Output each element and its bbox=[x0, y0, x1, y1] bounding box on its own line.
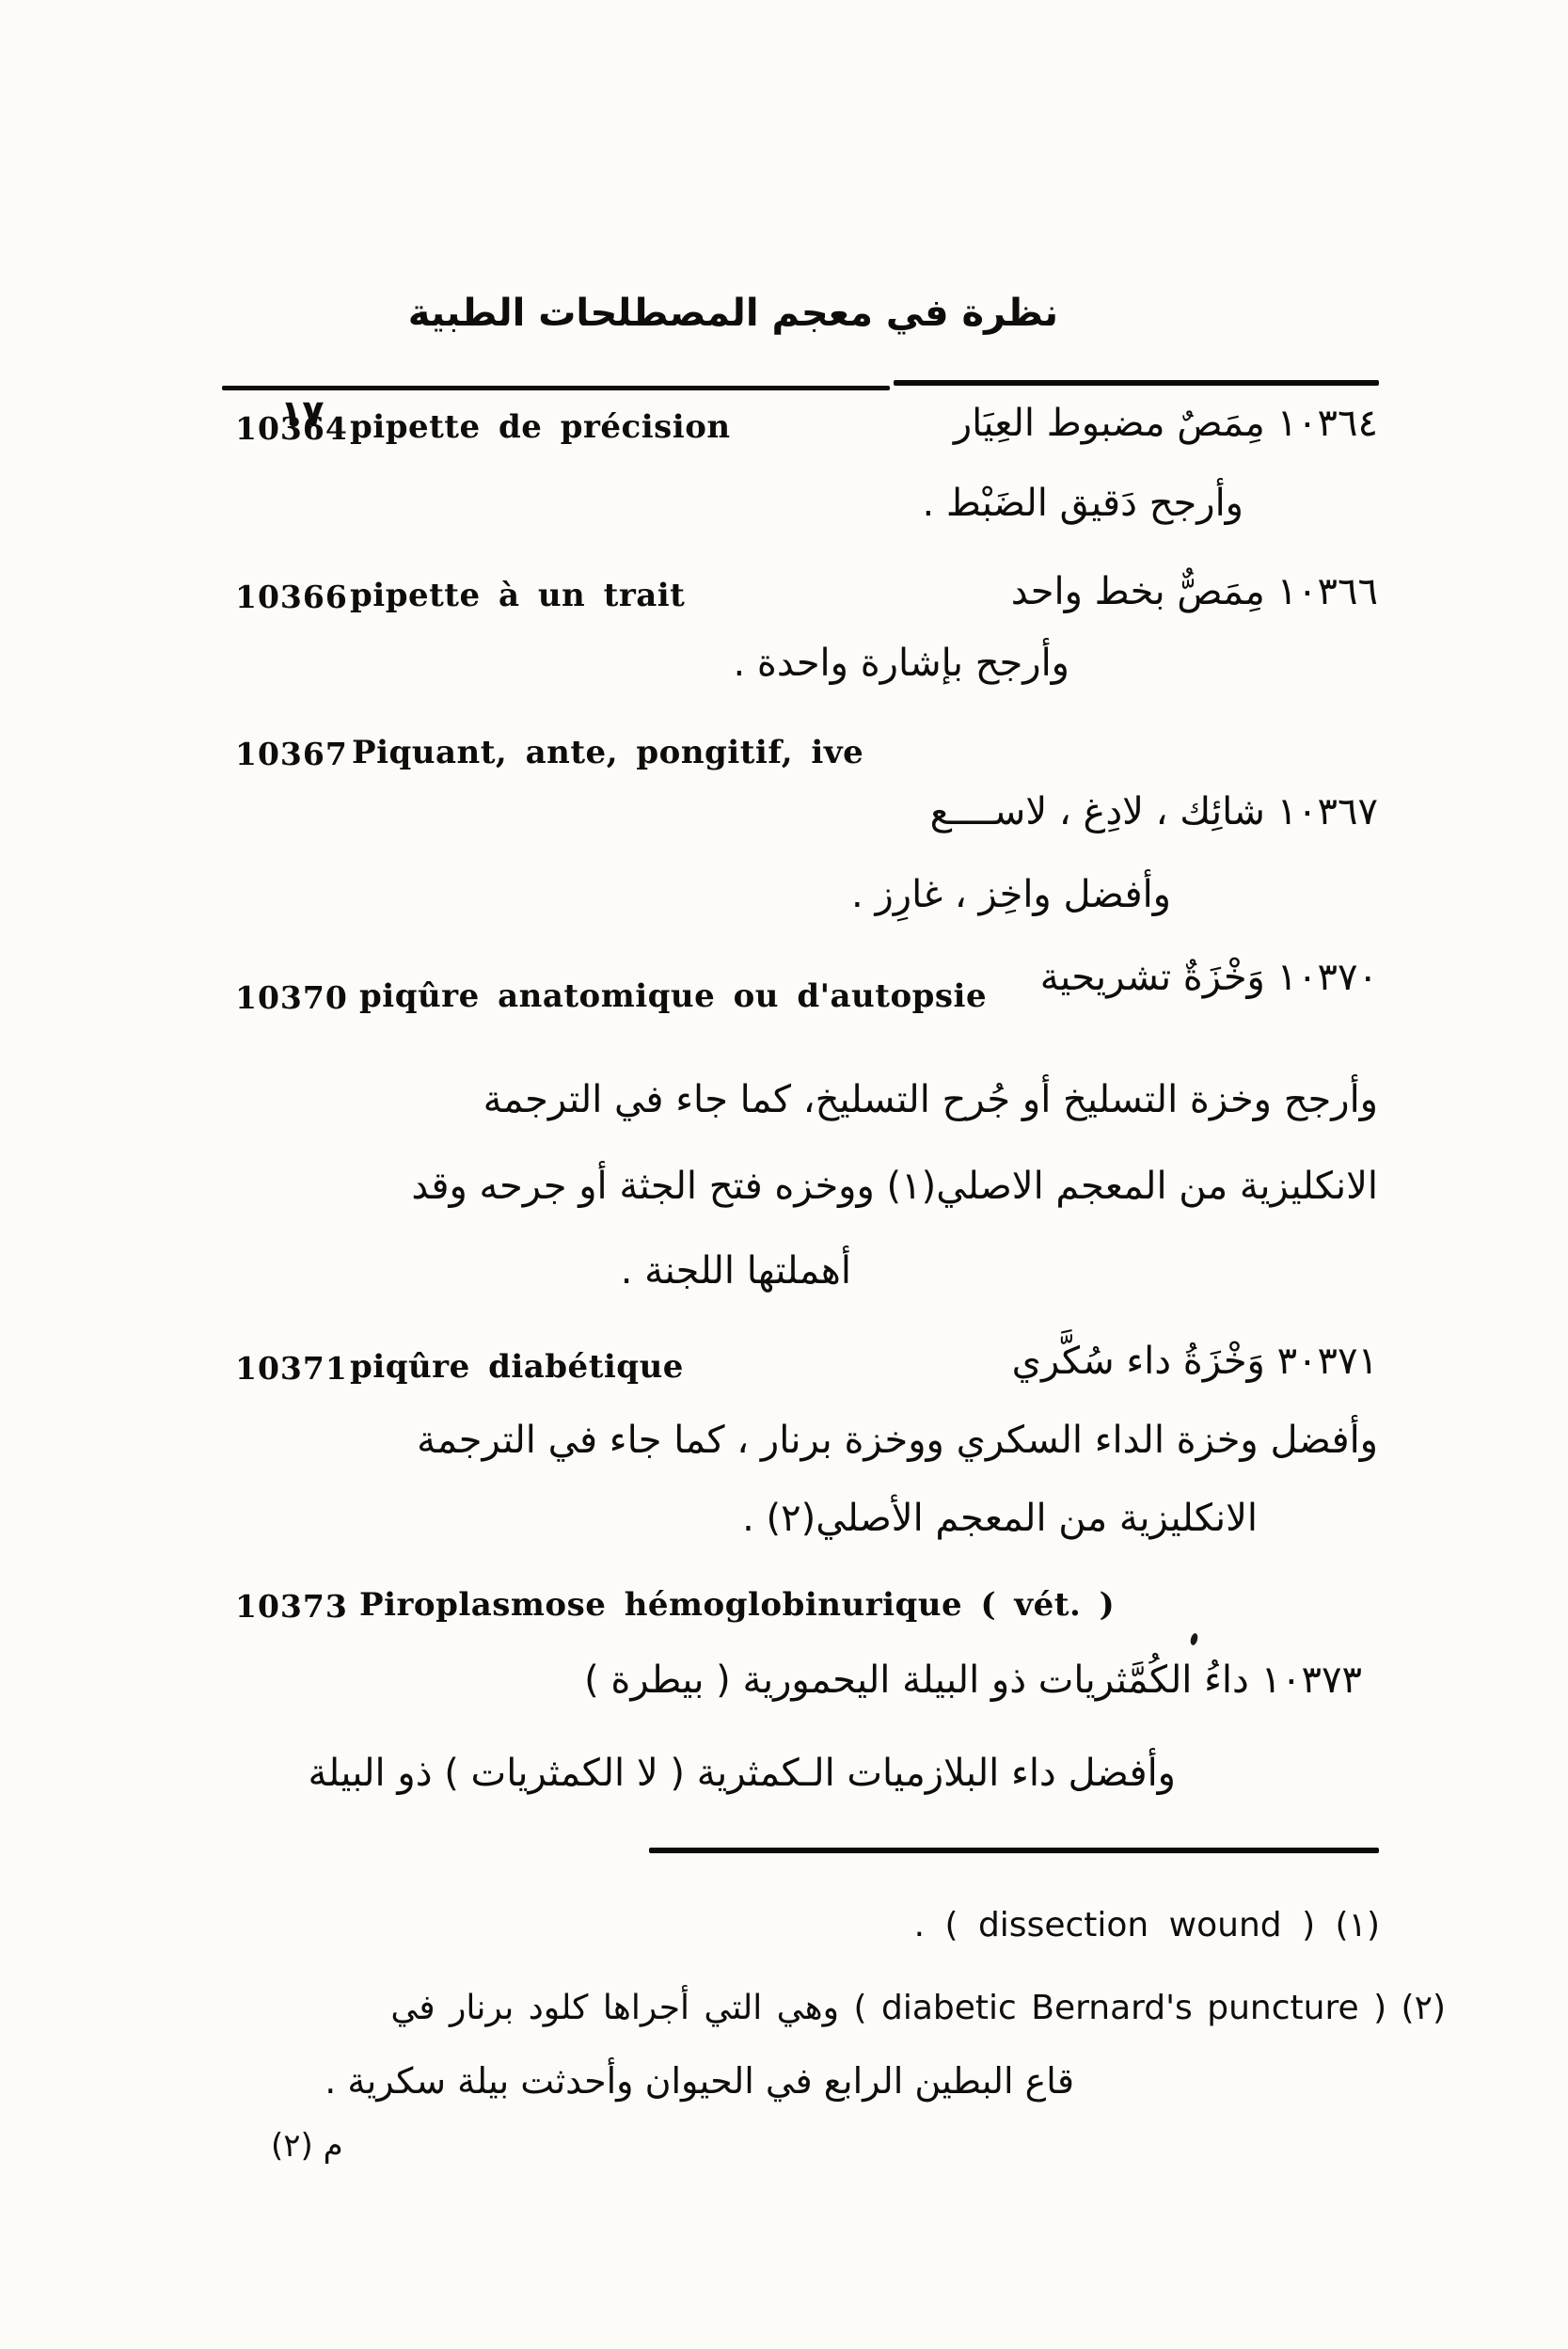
footnote-1: (١) ( dissection wound ) . bbox=[913, 1906, 1380, 1944]
entry-10373-number: 10373 bbox=[235, 1588, 348, 1625]
entry-10371-note-line-1: وأفضل وخزة الداء السكري ووخزة برنار ، كم… bbox=[417, 1419, 1378, 1462]
entry-10370-arabic-term: ١٠٣٧٠ وَخْزَةٌ تشريحية bbox=[1039, 956, 1378, 999]
entry-10371-note-line-2: الانكليزية من المعجم الأصلي(٢) . bbox=[742, 1497, 1258, 1540]
entry-10367-arabic-term: ١٠٣٦٧ شائِك ، لادِغ ، لاســــع bbox=[929, 790, 1378, 833]
entry-10370-note-line-1: وأرجح وخزة التسليخ أو جُرح التسليخ، كما … bbox=[483, 1078, 1378, 1121]
entry-10370-note-line-3: أهملتها اللجنة . bbox=[620, 1249, 851, 1293]
entry-10367-arabic-note: وأفضل واخِز ، غارِز . bbox=[851, 873, 1171, 916]
entry-10367-number: 10367 bbox=[235, 736, 348, 772]
header-rule-left bbox=[222, 386, 890, 390]
entry-10366-arabic-term: ١٠٣٦٦ مِمَصٌّ بخط واحد bbox=[1010, 570, 1378, 613]
entry-10373-note-line-1: وأفضل داء البلازميات الـكمثرية ( لا الكم… bbox=[308, 1752, 1176, 1795]
footnote-rule bbox=[649, 1848, 1379, 1853]
entry-10370-number: 10370 bbox=[235, 979, 348, 1016]
entry-10364-french-term: pipette de précision bbox=[350, 408, 731, 446]
entry-10366-french-term: pipette à un trait bbox=[350, 577, 686, 614]
footnote-2-line-1: (٢) ( diabetic Bernard's puncture ) وهي … bbox=[390, 1989, 1446, 2027]
entry-10370-french-term: piqûre anatomique ou d'autopsie bbox=[359, 977, 988, 1015]
entry-10371-number: 10371 bbox=[235, 1350, 348, 1387]
entry-10364-arabic-note: وأرجح دَقيق الضَبْط . bbox=[922, 482, 1243, 525]
entry-10366-number: 10366 bbox=[235, 579, 348, 615]
entry-10371-french-term: piqûre diabétique bbox=[350, 1348, 684, 1386]
page-title: نظرة في معجم المصطلحات الطبية bbox=[407, 292, 1058, 335]
entry-10364-arabic-term: ١٠٣٦٤ مِمَصٌ مضبوط العِيَار bbox=[953, 402, 1378, 445]
ink-speck bbox=[1189, 1632, 1199, 1646]
entry-10367-french-term: Piquant, ante, pongitif, ive bbox=[352, 734, 864, 771]
page-number: ١٧ bbox=[280, 392, 325, 434]
entry-10373-arabic-term: ١٠٣٧٣ داءُ الكُمَّثريات ذو البيلة اليحمو… bbox=[584, 1659, 1362, 1702]
entry-10373-french-term: Piroplasmose hémoglobinurique ( vét. ) bbox=[359, 1586, 1116, 1624]
entry-10366-arabic-note: وأرجح بإشارة واحدة . bbox=[733, 642, 1069, 685]
header-rule-right bbox=[894, 380, 1379, 386]
entry-10371-arabic-term: ٣٠٣٧١ وَخْزَةُ داء سُكَّري bbox=[1011, 1340, 1378, 1383]
printer-signature: م (٢) bbox=[271, 2127, 343, 2165]
footnote-2-line-2: قاع البطين الرابع في الحيوان وأحدثت بيلة… bbox=[325, 2060, 1074, 2102]
entry-10370-note-line-2: الانكليزية من المعجم الاصلي(١) ووخزه فتح… bbox=[411, 1165, 1378, 1208]
entry-10364-number: 10364 bbox=[235, 410, 348, 447]
